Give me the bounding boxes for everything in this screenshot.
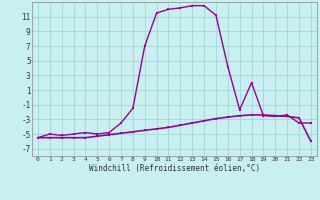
X-axis label: Windchill (Refroidissement éolien,°C): Windchill (Refroidissement éolien,°C): [89, 164, 260, 173]
